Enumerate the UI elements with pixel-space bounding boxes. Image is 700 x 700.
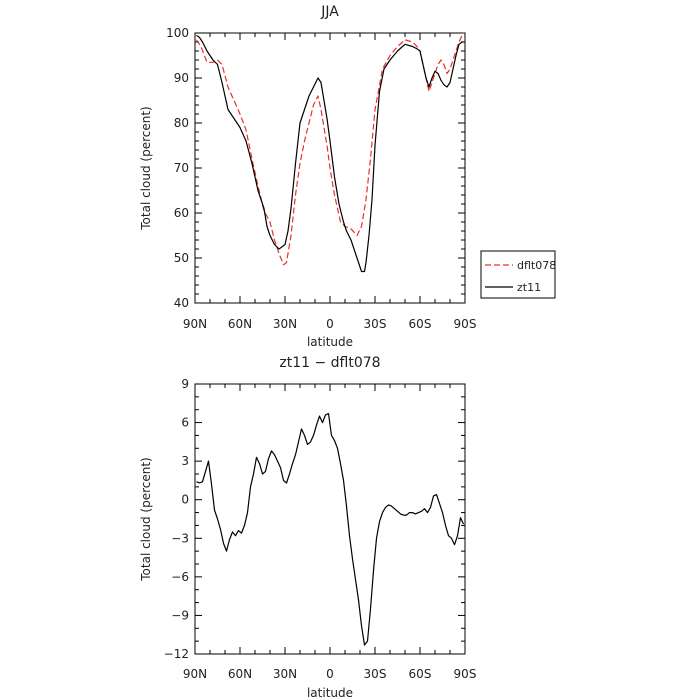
x-tick-label: 30N [273, 667, 297, 681]
legend-label-zt11: zt11 [517, 281, 541, 294]
y-tick-label: 90 [174, 71, 189, 85]
x-tick-label: 60S [409, 317, 432, 331]
y-tick-label: −3 [171, 531, 189, 545]
x-tick-label: 0 [326, 317, 334, 331]
y-tick-label: 40 [174, 296, 189, 310]
y-tick-label: 9 [181, 377, 189, 391]
y-tick-label: 6 [181, 416, 189, 430]
x-tick-label: 30N [273, 317, 297, 331]
y-tick-label: −9 [171, 608, 189, 622]
chart-title: JJA [320, 4, 339, 20]
y-tick-label: 0 [181, 493, 189, 507]
chart-title: zt11 − dflt078 [279, 355, 380, 371]
x-tick-label: 30S [364, 667, 387, 681]
y-tick-label: 100 [166, 26, 189, 40]
chart-jja: JJA 90N 60N 30N 0 30S 60S 90S 40 50 60 70 80 90 100 lat… [139, 4, 556, 349]
x-tick-label: 60N [228, 667, 252, 681]
x-tick-label: 90N [183, 667, 207, 681]
x-tick-label: 30S [364, 317, 387, 331]
x-tick-label: 0 [326, 667, 334, 681]
y-tick-label: −12 [164, 647, 189, 661]
x-tick-label: 90S [454, 317, 477, 331]
legend: dflt078 zt11 [480, 250, 556, 299]
y-axis-title: Total cloud (percent) [139, 106, 153, 230]
series-line-dflt078 [196, 32, 465, 266]
y-tick-label: 3 [181, 454, 189, 468]
series-line-zt11 [196, 34, 464, 273]
x-tick-label: 90S [454, 667, 477, 681]
x-axis-title: latitude [307, 686, 353, 700]
y-tick-label: 50 [174, 251, 189, 265]
legend-label-dflt078: dflt078 [517, 259, 556, 272]
y-tick-label: 60 [174, 206, 189, 220]
x-tick-label: 60S [409, 667, 432, 681]
series-line-series-0 [196, 413, 465, 646]
x-tick-label: 60N [228, 317, 252, 331]
y-tick-label: −6 [171, 570, 189, 584]
chart-difference: zt11 − dflt078 90N 60N 30N 0 30S 60S 90S −12 −9 −6… [139, 355, 476, 700]
x-axis-title: latitude [307, 335, 353, 349]
y-axis-title: Total cloud (percent) [139, 457, 153, 581]
legend-box [480, 250, 556, 299]
y-tick-label: 80 [174, 116, 189, 130]
y-tick-label: 70 [174, 161, 189, 175]
x-tick-label: 90N [183, 317, 207, 331]
